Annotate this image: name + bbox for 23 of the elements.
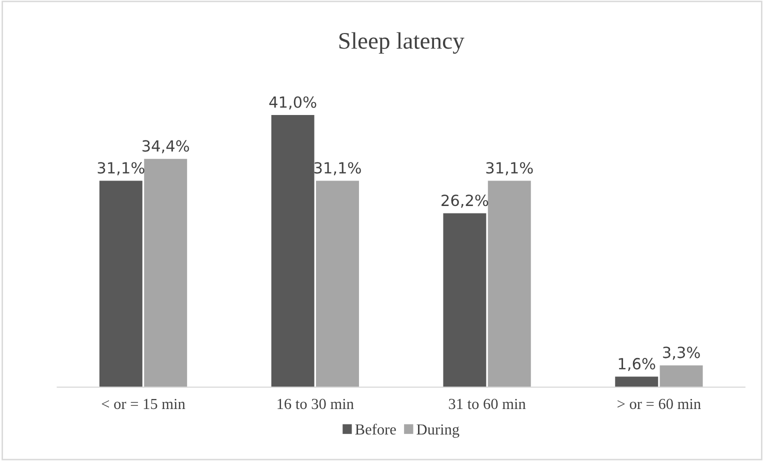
data-label: 41,0% bbox=[269, 96, 316, 110]
data-label: 3,3% bbox=[663, 346, 700, 360]
bar bbox=[271, 115, 314, 388]
data-label: 31,1% bbox=[314, 162, 361, 176]
data-label: 31,1% bbox=[98, 162, 144, 176]
x-tick-label: < or = 15 min bbox=[102, 398, 186, 410]
x-tick-label: > or = 60 min bbox=[618, 398, 701, 410]
legend-label: During bbox=[416, 424, 460, 438]
data-label: 34,4% bbox=[142, 140, 190, 154]
x-tick-label: 31 to 60 min bbox=[448, 398, 526, 410]
bar bbox=[443, 213, 486, 388]
data-label: 26,2% bbox=[442, 194, 488, 208]
bar bbox=[488, 180, 531, 388]
bar bbox=[615, 376, 658, 388]
bar bbox=[144, 158, 188, 388]
data-label: 1,6% bbox=[618, 358, 656, 372]
bar bbox=[99, 180, 142, 388]
x-tick-label: 16 to 30 min bbox=[278, 398, 354, 410]
chart-title: Sleep latency bbox=[339, 32, 464, 54]
bar bbox=[660, 365, 703, 388]
bar bbox=[316, 180, 359, 388]
legend-label: Before bbox=[355, 424, 396, 435]
data-label: 31,1% bbox=[486, 162, 533, 176]
